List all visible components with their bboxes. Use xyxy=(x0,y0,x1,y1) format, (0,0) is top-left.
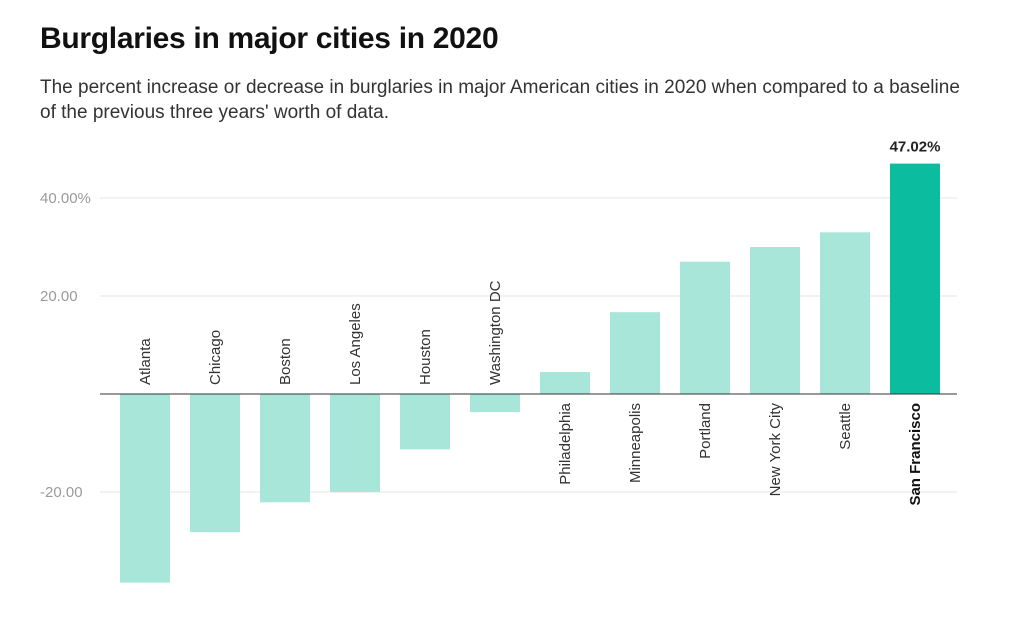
category-label: Seattle xyxy=(837,403,854,450)
bar xyxy=(260,394,310,503)
category-label: Chicago xyxy=(207,330,224,385)
bar xyxy=(750,247,800,394)
bar xyxy=(400,394,450,450)
bar xyxy=(120,394,170,583)
category-label: Boston xyxy=(277,338,294,385)
chart-subtitle: The percent increase or decrease in burg… xyxy=(40,77,960,123)
bar xyxy=(470,394,520,413)
category-label: Minneapolis xyxy=(627,403,644,483)
category-label: Atlanta xyxy=(137,338,154,385)
bar xyxy=(820,232,870,394)
y-tick-label: 40.00% xyxy=(40,190,91,207)
category-label: Portland xyxy=(697,403,714,459)
category-label: Houston xyxy=(417,329,434,385)
y-tick-label: -20.00 xyxy=(40,484,83,501)
bar xyxy=(330,394,380,492)
category-label: Los Angeles xyxy=(347,303,364,385)
category-label: San Francisco xyxy=(907,403,924,506)
bar xyxy=(540,371,590,394)
bar xyxy=(190,394,240,533)
chart-title: Burglaries in major cities in 2020 xyxy=(40,22,499,55)
data-label: 47.02% xyxy=(890,139,941,156)
bar xyxy=(610,312,660,394)
bar xyxy=(890,163,940,394)
category-label: Washington DC xyxy=(487,280,504,385)
category-label: New York City xyxy=(767,403,784,497)
category-label: Philadelphia xyxy=(557,402,574,484)
bar xyxy=(680,261,730,394)
y-tick-label: 20.00 xyxy=(40,288,78,305)
